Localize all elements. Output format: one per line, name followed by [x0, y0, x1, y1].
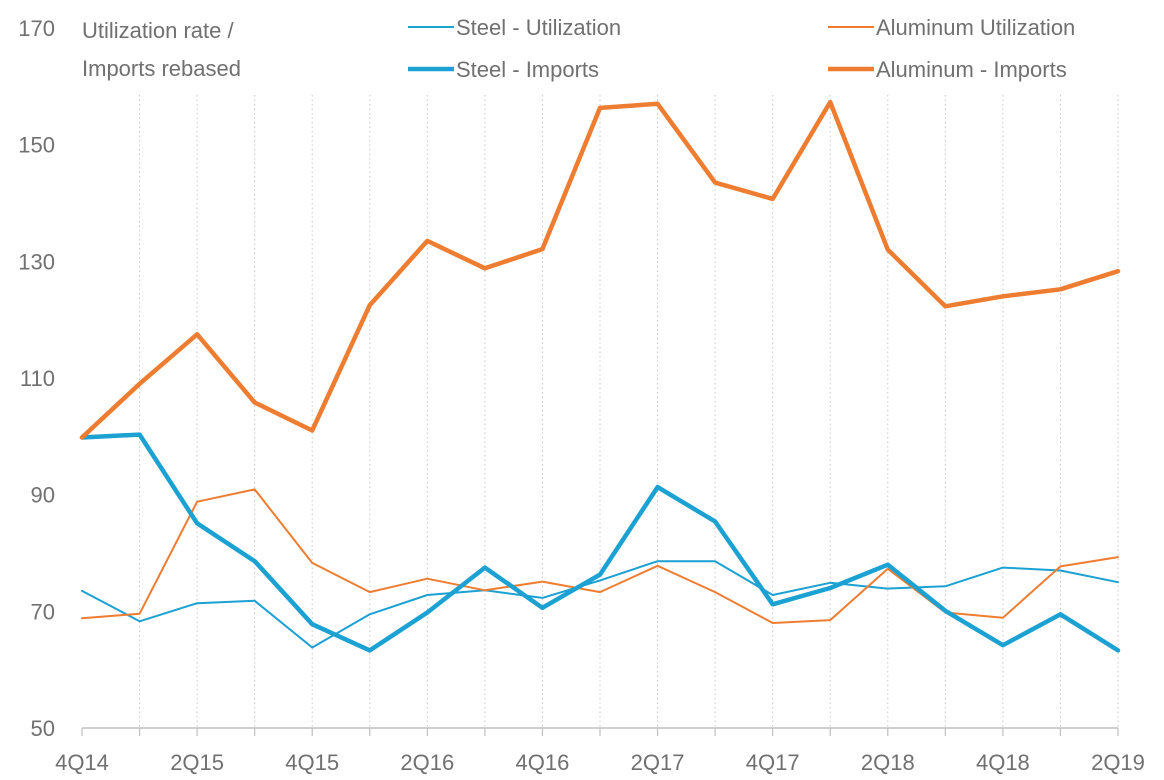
x-tick-label: 4Q14 [55, 750, 109, 775]
series-lines [79, 99, 1121, 653]
x-tick-label: 4Q16 [516, 750, 570, 775]
x-tick-label: 2Q17 [631, 750, 685, 775]
series-line [79, 99, 1121, 440]
legend-label: Aluminum Utilization [876, 15, 1075, 40]
y-tick-label: 90 [31, 483, 55, 508]
y-tick-label: 70 [31, 599, 55, 624]
y-tick-label: 50 [31, 716, 55, 741]
x-tick-label: 2Q15 [170, 750, 224, 775]
x-tick-label: 2Q19 [1091, 750, 1145, 775]
x-tick-label: 2Q16 [400, 750, 454, 775]
axis-labels: Utilization rate / Imports rebased [82, 18, 241, 81]
y-tick-label: 170 [18, 16, 55, 41]
legend-label: Steel - Imports [456, 57, 599, 82]
axes: 50 70 90 110 130 150 170 4Q14 2Q15 4Q15 2Q16 4Q16 2Q… [18, 16, 1145, 775]
y-axis-label: Imports rebased [82, 56, 241, 81]
legend-label: Aluminum - Imports [876, 57, 1067, 82]
x-tick-label: 4Q15 [285, 750, 339, 775]
x-tick-label: 4Q17 [746, 750, 800, 775]
legend: Steel - Utilization Aluminum Utilization S… [408, 15, 1075, 82]
y-axis-label: Utilization rate / [82, 18, 235, 43]
series-line [81, 560, 1119, 649]
legend-label: Steel - Utilization [456, 15, 621, 40]
y-tick-label: 110 [20, 366, 55, 391]
gridlines [139, 95, 1119, 728]
series-line [79, 432, 1121, 653]
y-tick-label: 130 [18, 249, 55, 274]
x-tick-label: 2Q18 [861, 750, 915, 775]
y-tick-label: 150 [18, 133, 55, 158]
x-tick-label: 4Q18 [976, 750, 1030, 775]
